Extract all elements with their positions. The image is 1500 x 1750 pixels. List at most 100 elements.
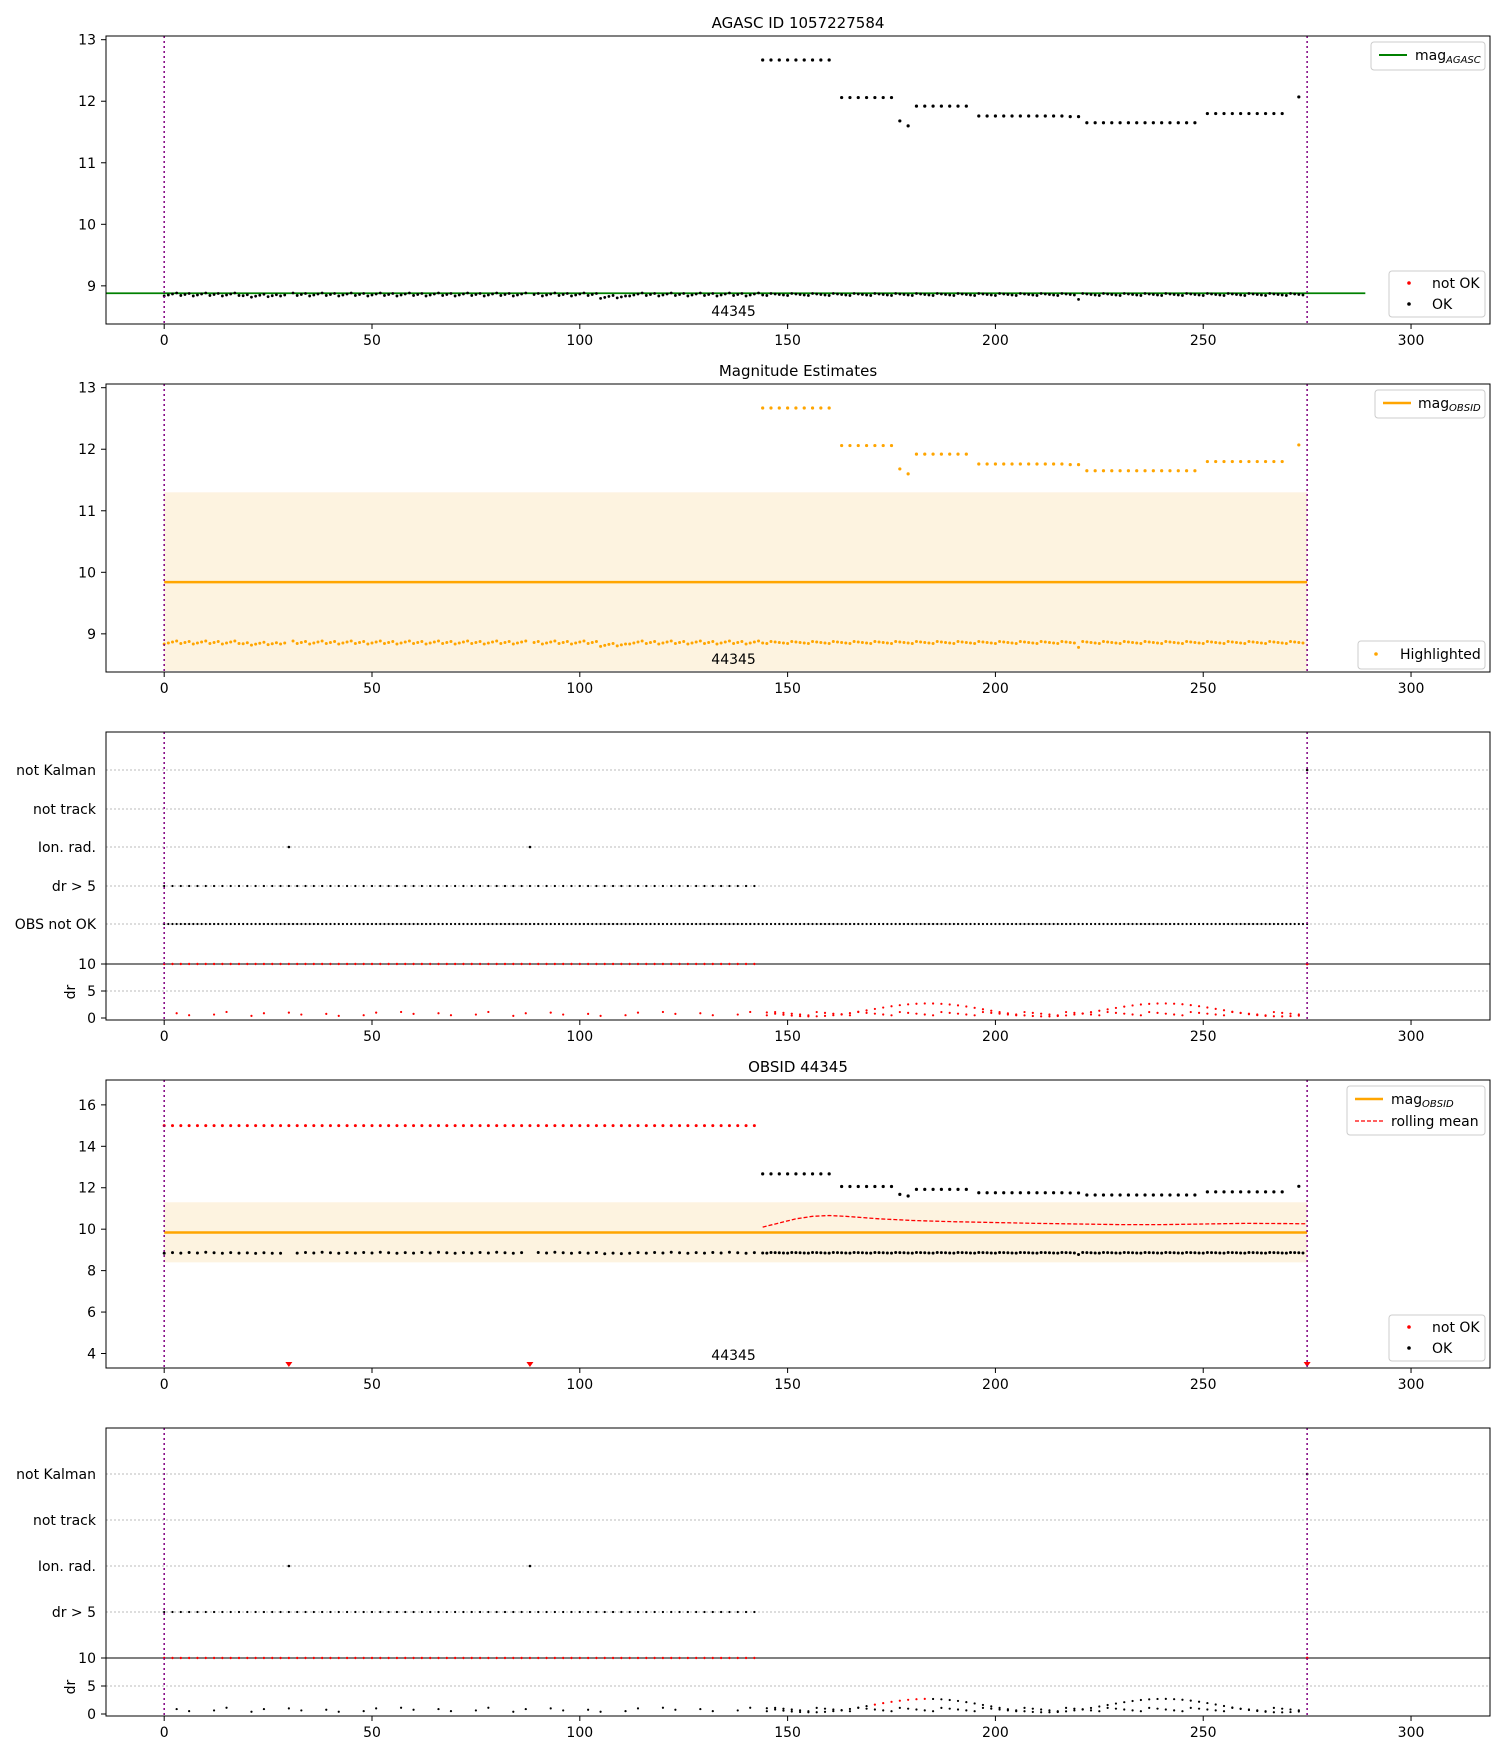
ok-point: [873, 292, 877, 295]
flag-point: [1177, 922, 1180, 926]
legend-label: mag: [1391, 1092, 1422, 1108]
dr-point-not-ok: [221, 1656, 224, 1660]
ok-point: [1027, 293, 1031, 296]
ok-point: [553, 291, 557, 295]
dr-point: [1114, 1702, 1118, 1705]
flag-point: [474, 922, 477, 926]
flag-point: [695, 884, 698, 888]
dr-point-not-ok: [653, 962, 656, 966]
ok-point: [865, 293, 868, 297]
dr-point: [981, 1706, 985, 1709]
ok-point: [819, 1172, 823, 1176]
highlighted-point: [852, 639, 856, 643]
dr-point: [1148, 1002, 1151, 1005]
dr-point: [1123, 1701, 1126, 1704]
ok-point: [299, 293, 303, 296]
flag-point: [823, 922, 827, 926]
flag-point: [1027, 922, 1030, 926]
dr-point-not-ok: [337, 1656, 340, 1660]
dr-point: [948, 1707, 951, 1710]
ok-point: [1201, 294, 1205, 297]
legend-marker-not-ok: [1407, 281, 1411, 285]
ok-point: [1085, 121, 1089, 125]
ok-point: [831, 292, 835, 295]
dr-point: [1073, 1013, 1076, 1016]
dr-point: [782, 1707, 785, 1710]
flag-point: [620, 884, 623, 888]
flag-point: [882, 922, 885, 926]
flag-point: [171, 1610, 174, 1614]
highlighted-point: [507, 639, 511, 643]
flag-point: [337, 884, 340, 888]
dr-point: [175, 1012, 178, 1015]
flag-point: [495, 884, 498, 888]
ok-point: [312, 1251, 316, 1255]
flag-point: [553, 884, 556, 888]
flag-point: [562, 884, 565, 888]
ok-point: [229, 1251, 233, 1255]
highlighted-point: [1106, 640, 1110, 644]
dr-point: [940, 1698, 943, 1701]
highlighted-point: [1002, 462, 1006, 466]
flag-point: [994, 922, 997, 926]
not-ok-point: [312, 1124, 316, 1128]
dr-point: [857, 1010, 860, 1014]
dr-point: [907, 1003, 910, 1006]
flag-point: [212, 1610, 216, 1614]
ok-point: [233, 291, 237, 295]
highlighted-point: [1172, 640, 1176, 644]
flag-point: [503, 884, 507, 888]
ok-point: [1010, 1191, 1014, 1195]
flag-point: [1123, 922, 1126, 926]
ok-point: [1039, 1250, 1043, 1254]
x-tick-label: 300: [1398, 681, 1425, 697]
ok-point: [520, 1251, 524, 1255]
highlighted-point: [673, 641, 677, 645]
dr-point: [212, 1013, 216, 1016]
flag-point: [728, 884, 731, 888]
flag-point: [1218, 922, 1221, 926]
highlighted-point: [1239, 641, 1243, 645]
dr-point: [1214, 1703, 1217, 1706]
ok-point: [761, 1172, 765, 1176]
dr-point-not-ok: [628, 1656, 631, 1660]
ok-point: [503, 1251, 507, 1255]
flag-point: [549, 922, 552, 926]
dr-point: [512, 1710, 515, 1713]
highlighted-point: [927, 641, 931, 645]
dr-point: [823, 1710, 827, 1713]
dr-point: [562, 1709, 565, 1712]
dr-point: [1164, 1002, 1167, 1005]
ok-point: [694, 292, 698, 296]
flag-point: [661, 1610, 665, 1614]
y-tick-label: 10: [78, 1651, 96, 1667]
flag-point: [337, 922, 340, 926]
highlighted-point: [266, 643, 270, 647]
dr-point: [1197, 1005, 1201, 1008]
ok-point: [1014, 294, 1018, 297]
highlighted-point: [283, 641, 287, 645]
x-tick-label: 50: [363, 1029, 381, 1045]
ok-point: [1210, 292, 1213, 296]
highlighted-point: [1214, 459, 1218, 464]
highlighted-point: [844, 641, 848, 645]
highlighted-point: [1259, 641, 1263, 645]
dr-point: [774, 1708, 777, 1711]
highlighted-point: [1006, 640, 1010, 644]
ok-point: [466, 291, 469, 295]
highlighted-point: [964, 640, 968, 644]
dr-point: [798, 1015, 802, 1018]
highlighted-point: [1151, 469, 1155, 473]
highlighted-point: [1110, 640, 1114, 644]
highlighted-point: [869, 641, 873, 645]
ok-point: [728, 291, 731, 295]
highlighted-point: [827, 406, 831, 410]
ok-point: [549, 292, 553, 296]
flag-point: [765, 922, 768, 926]
ok-point: [1131, 1251, 1135, 1255]
flag-point: [661, 922, 665, 926]
flag-point: [699, 922, 702, 926]
ok-point: [578, 292, 582, 296]
not-ok-point: [387, 1124, 391, 1128]
flag-point: [179, 922, 182, 926]
